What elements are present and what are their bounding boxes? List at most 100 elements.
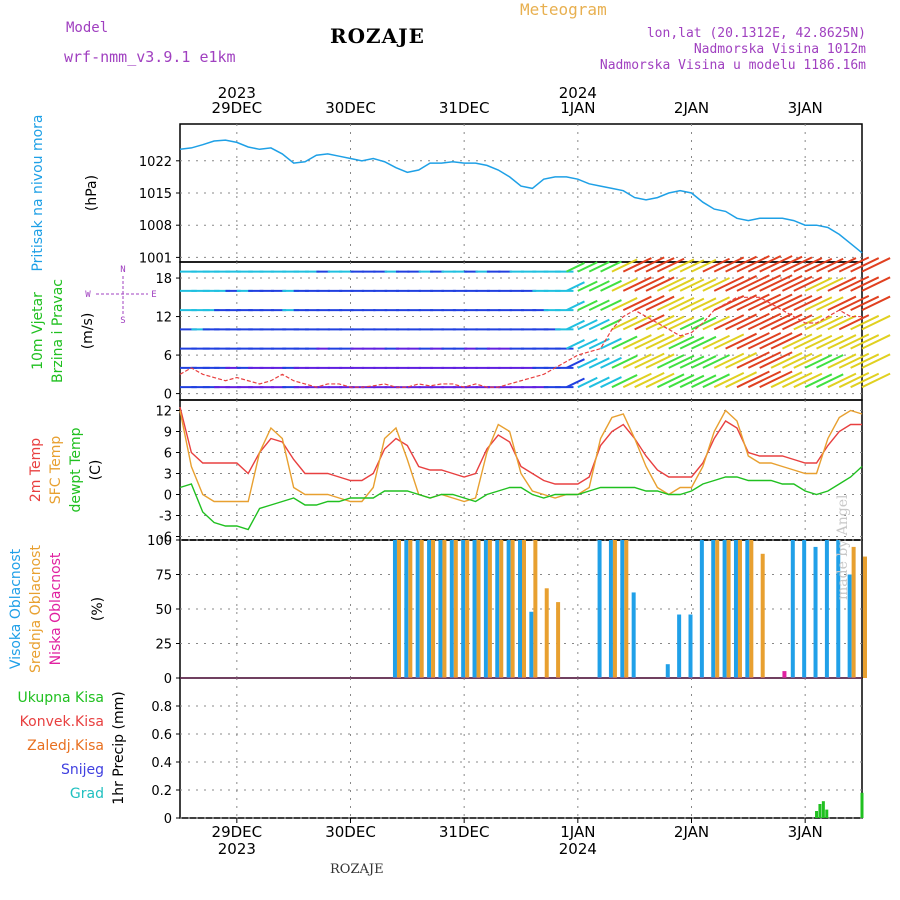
wind-barb [804,373,833,389]
wind-barb [861,295,891,312]
wind-barb [861,276,891,292]
y-tick-label: 0 [164,388,172,403]
cloud-bar [427,540,432,678]
wind-barb [679,278,705,292]
wind-barb [725,313,758,331]
wind-barb [679,317,705,331]
compass-s: S [120,316,125,326]
wind-barb [747,274,782,292]
cloud-bar [396,540,401,678]
wind-barb [713,352,745,369]
wind-label: 10m Vjetar [30,292,46,370]
panel-frame-wind [179,261,863,401]
wind-barb [770,255,803,273]
cloud-bar [544,588,549,678]
y-tick-label: -3 [159,510,172,525]
cloud-bar [510,540,515,678]
wind-speed-line [179,296,862,388]
wind-barb [622,314,652,331]
model-elevation-label: Nadmorska Visina u modelu 1186.16m [599,58,866,73]
wind-barb [816,373,844,389]
cloud-bar [722,540,727,678]
wind-barb [668,354,695,369]
temp-unit: (C) [88,460,104,481]
cloud-bar [749,540,754,678]
compass-e: E [151,290,156,300]
cloud-bar [782,671,787,678]
wind-barb [645,276,675,292]
wind-barb [634,371,665,389]
wind-barb [861,334,891,350]
wind-barb [793,276,823,292]
wind-barb [713,256,745,273]
precip-legend-item: Zaledj.Kisa [27,738,104,754]
y-tick-label: 0 [164,672,172,687]
wind-barb [566,339,585,350]
wind-barb [838,352,870,369]
cloud-bar [836,540,841,678]
y-tick-label: 12 [155,311,172,326]
wind-barb [622,295,652,312]
x-tick-label-top: 29DEC [212,99,263,117]
year-label-top: 2023 [218,84,256,102]
wind-barb [850,372,880,389]
y-tick-label: 1001 [139,251,172,266]
x-tick-label-top: 2JAN [674,99,709,117]
panel-frame-pressure [179,123,863,263]
wind-barb [656,373,685,389]
x-tick-label-bottom: 30DEC [325,823,376,841]
y-tick-label: 1022 [139,155,172,170]
low-cloud-label: Niska Oblacnost [48,552,64,665]
wind-barb [770,294,803,312]
wind-barb [770,275,803,292]
wind-barb [816,334,844,350]
wind-barb [611,374,638,389]
wind-barb [759,293,793,312]
wind-barb [725,255,758,273]
wind-barb [645,257,675,273]
wind-barb [691,355,717,369]
wind-barb [679,374,705,389]
precip-bar [860,792,864,818]
wind-barb [577,299,598,312]
sfc-label: SFC Temp [48,436,64,505]
cloud-bar [737,540,742,678]
wind-barb [736,312,770,331]
wind-barb [645,353,675,369]
wind-barb [725,332,758,350]
pressure-unit: (hPa) [84,175,100,211]
wind-barb [634,314,665,331]
wind-barb [736,351,770,369]
wind-barb [577,261,598,273]
x-tick-label-top: 31DEC [439,99,490,117]
panel-frame-temperature [179,399,863,541]
cloud-bar [597,540,602,678]
wind-barb [600,260,622,273]
cloud-bar [522,540,526,678]
model-name: wrf-nmm_v3.9.1 e1km [64,48,236,66]
wind-barb [588,318,610,331]
wind-barb [622,257,652,273]
wind-barb [611,354,638,369]
wind-barb [679,355,705,369]
cloud-bar [518,540,522,678]
wind-barb [759,332,793,350]
footer-station: ROZAJE [330,862,384,877]
wind-barb [861,353,891,369]
wind-barb [588,280,610,292]
wind-barbs [180,255,891,389]
high-cloud-label: Visoka Oblacnost [8,548,24,669]
wind-barb [838,256,870,273]
wind-barb [600,337,622,350]
x-tick-label-bottom: 3JAN [788,823,823,841]
cloud-bar [677,614,682,678]
cloud-bar [442,540,447,678]
wind-barb [577,376,598,389]
cloud-bar [392,540,397,678]
wind-barb [668,258,695,273]
wind-barb [668,335,695,350]
cloud-bar [438,540,443,678]
wind-barb [656,257,685,273]
wind-barb [838,333,870,350]
wind-barb [736,293,770,312]
